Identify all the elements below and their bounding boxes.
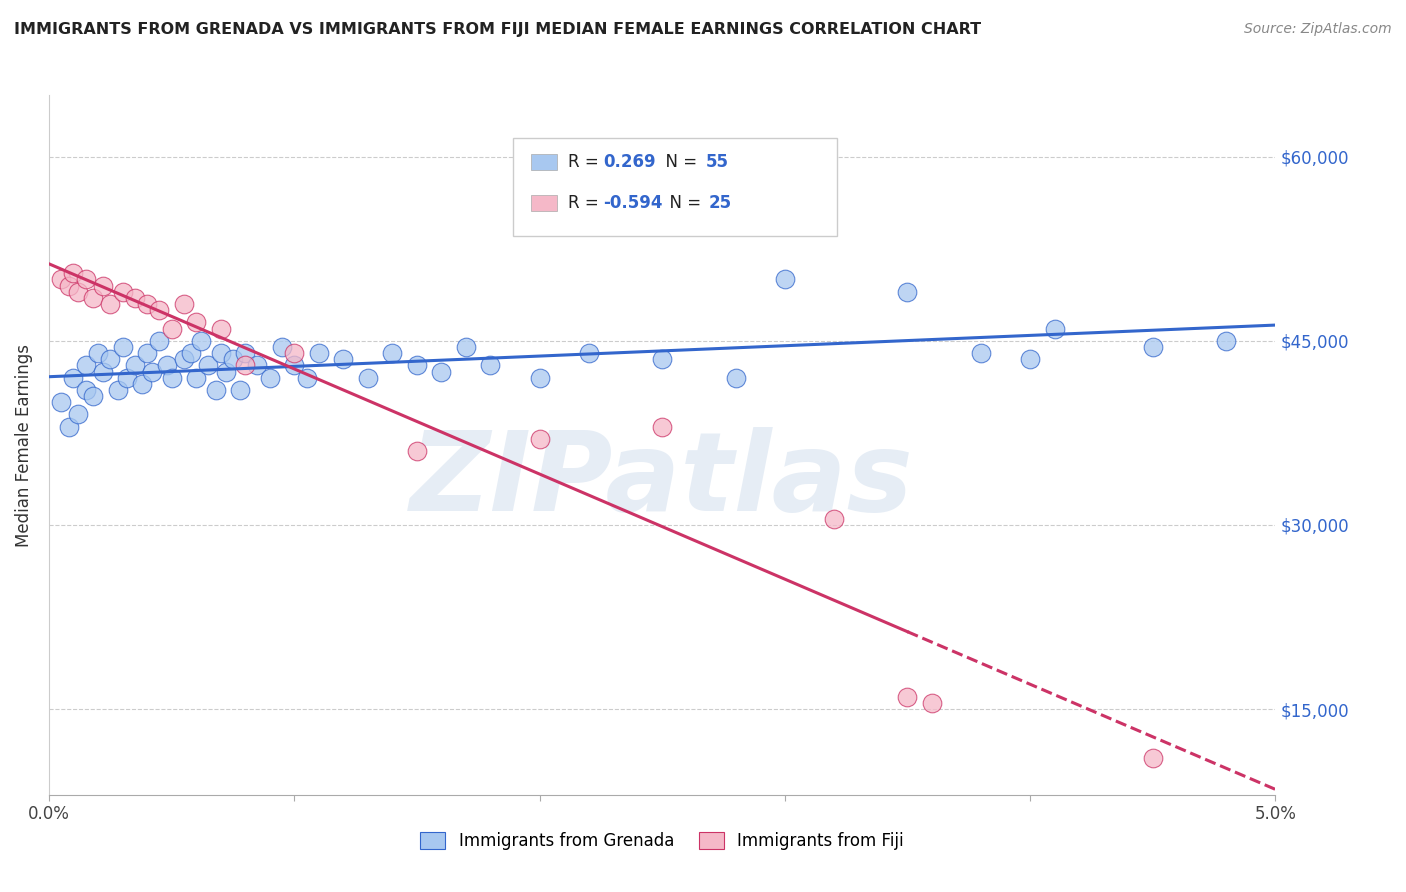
Point: [724, 370, 747, 384]
Point: [529, 370, 551, 384]
Point: [271, 340, 294, 354]
Point: [209, 321, 232, 335]
Point: [173, 297, 195, 311]
Point: [1019, 352, 1042, 367]
Point: [82, 389, 104, 403]
Y-axis label: Median Female Earnings: Median Female Earnings: [15, 343, 32, 547]
Point: [308, 346, 330, 360]
Point: [67, 285, 90, 299]
Point: [479, 359, 502, 373]
Point: [295, 370, 318, 384]
Point: [124, 359, 146, 373]
Point: [91, 364, 114, 378]
Text: -0.594: -0.594: [603, 194, 662, 212]
Point: [160, 370, 183, 384]
Point: [204, 383, 226, 397]
Point: [406, 444, 429, 458]
Point: [82, 291, 104, 305]
Point: [51, 395, 73, 409]
Point: [148, 334, 170, 348]
Point: [124, 291, 146, 305]
Point: [529, 432, 551, 446]
Point: [173, 352, 195, 367]
Point: [62, 370, 84, 384]
Point: [136, 346, 159, 360]
Point: [75, 272, 97, 286]
Point: [209, 346, 232, 360]
Point: [233, 359, 256, 373]
Point: [1043, 321, 1066, 335]
Point: [454, 340, 477, 354]
Point: [229, 383, 252, 397]
Point: [62, 266, 84, 280]
Point: [58, 278, 80, 293]
Point: [160, 321, 183, 335]
Point: [190, 334, 212, 348]
Point: [184, 315, 207, 329]
Point: [51, 272, 73, 286]
Text: Source: ZipAtlas.com: Source: ZipAtlas.com: [1244, 22, 1392, 37]
Point: [578, 346, 600, 360]
Point: [91, 278, 114, 293]
Point: [141, 364, 163, 378]
Point: [896, 690, 918, 704]
Point: [87, 346, 110, 360]
Point: [896, 285, 918, 299]
Point: [117, 370, 139, 384]
Text: R =: R =: [568, 153, 605, 171]
Point: [156, 359, 179, 373]
Point: [823, 512, 845, 526]
Text: 25: 25: [709, 194, 731, 212]
Point: [111, 340, 134, 354]
Point: [773, 272, 796, 286]
Point: [222, 352, 245, 367]
Point: [111, 285, 134, 299]
Point: [58, 419, 80, 434]
Text: 55: 55: [706, 153, 728, 171]
Point: [98, 297, 121, 311]
Point: [98, 352, 121, 367]
Point: [197, 359, 219, 373]
Point: [430, 364, 453, 378]
Point: [357, 370, 380, 384]
Point: [381, 346, 404, 360]
Point: [651, 352, 673, 367]
Point: [136, 297, 159, 311]
Point: [921, 696, 943, 710]
Point: [131, 376, 153, 391]
Point: [283, 346, 305, 360]
Point: [970, 346, 993, 360]
Point: [246, 359, 269, 373]
Point: [1142, 751, 1164, 765]
Point: [283, 359, 305, 373]
Point: [75, 359, 97, 373]
Text: 0.269: 0.269: [603, 153, 655, 171]
Point: [259, 370, 281, 384]
Text: IMMIGRANTS FROM GRENADA VS IMMIGRANTS FROM FIJI MEDIAN FEMALE EARNINGS CORRELATI: IMMIGRANTS FROM GRENADA VS IMMIGRANTS FR…: [14, 22, 981, 37]
Point: [184, 370, 207, 384]
Point: [1142, 340, 1164, 354]
Text: ZIPatlas: ZIPatlas: [411, 426, 914, 533]
Point: [67, 408, 90, 422]
Text: N =: N =: [655, 153, 703, 171]
Point: [214, 364, 236, 378]
Text: R =: R =: [568, 194, 605, 212]
Point: [75, 383, 97, 397]
Point: [233, 346, 256, 360]
Point: [148, 303, 170, 318]
Legend: Immigrants from Grenada, Immigrants from Fiji: Immigrants from Grenada, Immigrants from…: [413, 825, 911, 856]
Point: [651, 419, 673, 434]
Text: N =: N =: [659, 194, 707, 212]
Point: [180, 346, 202, 360]
Point: [107, 383, 129, 397]
Point: [332, 352, 354, 367]
Point: [406, 359, 429, 373]
Point: [1215, 334, 1237, 348]
